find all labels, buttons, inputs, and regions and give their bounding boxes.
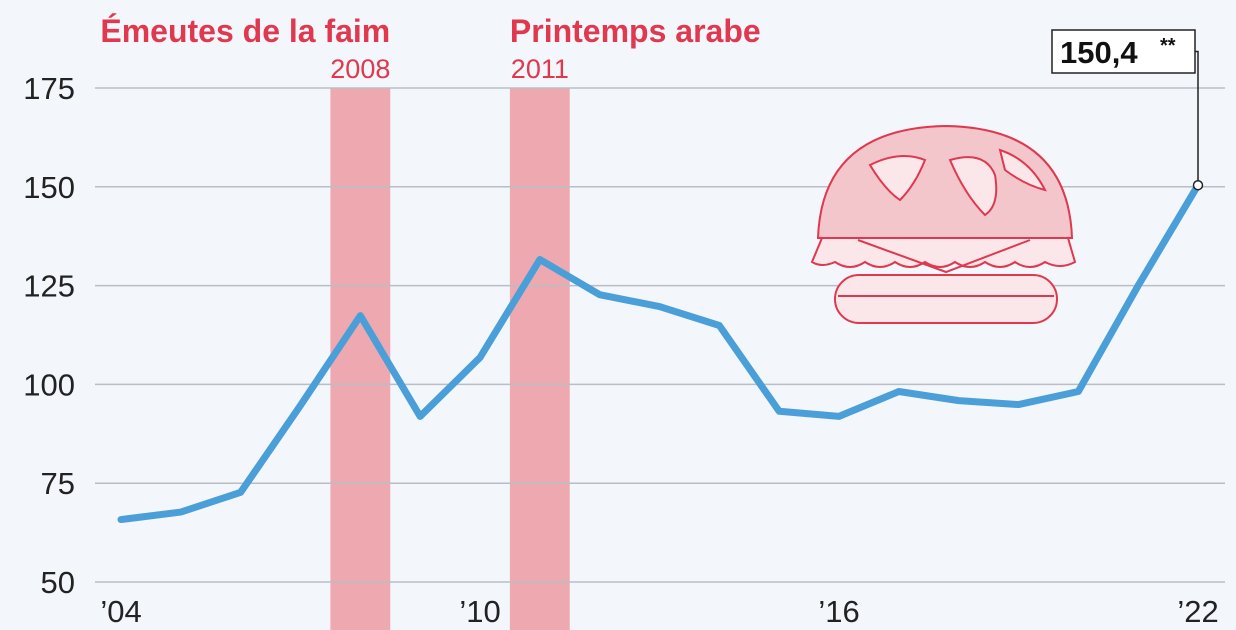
plot: 150,4 ** bbox=[121, 30, 1203, 520]
x-tick-label: ’22 bbox=[1177, 594, 1218, 629]
highlight-band bbox=[330, 88, 390, 630]
y-tick-label: 50 bbox=[41, 565, 75, 600]
highlight-year: 2011 bbox=[511, 54, 569, 84]
x-tick-label: ’16 bbox=[818, 594, 859, 629]
value-label: 150,4 bbox=[1060, 35, 1138, 70]
y-tick-label: 75 bbox=[41, 466, 75, 501]
y-tick-label: 125 bbox=[23, 269, 75, 304]
y-tick-label: 100 bbox=[23, 367, 75, 402]
highlight-bands: Émeutes de la faim 2008 Printemps arabe 201… bbox=[100, 13, 760, 630]
end-point bbox=[1194, 181, 1203, 190]
x-tick-label: ’04 bbox=[100, 594, 141, 629]
chart: Émeutes de la faim 2008 Printemps arabe 201… bbox=[0, 0, 1236, 630]
burger-illustration bbox=[812, 126, 1075, 323]
highlight-year: 2008 bbox=[330, 54, 390, 84]
highlight-label: Émeutes de la faim bbox=[100, 13, 390, 49]
x-tick-label: ’10 bbox=[459, 594, 500, 629]
highlight-label: Printemps arabe bbox=[510, 13, 761, 49]
y-tick-label: 175 bbox=[23, 71, 75, 106]
highlight-band bbox=[510, 88, 570, 630]
value-label-note: ** bbox=[1160, 35, 1176, 57]
lettuce bbox=[812, 238, 1075, 267]
bun-bottom bbox=[835, 275, 1057, 323]
grid: 50 75 100 125 150 175 ’04 ’10 ’16 ’22 bbox=[23, 71, 1225, 629]
y-tick-label: 150 bbox=[23, 170, 75, 205]
